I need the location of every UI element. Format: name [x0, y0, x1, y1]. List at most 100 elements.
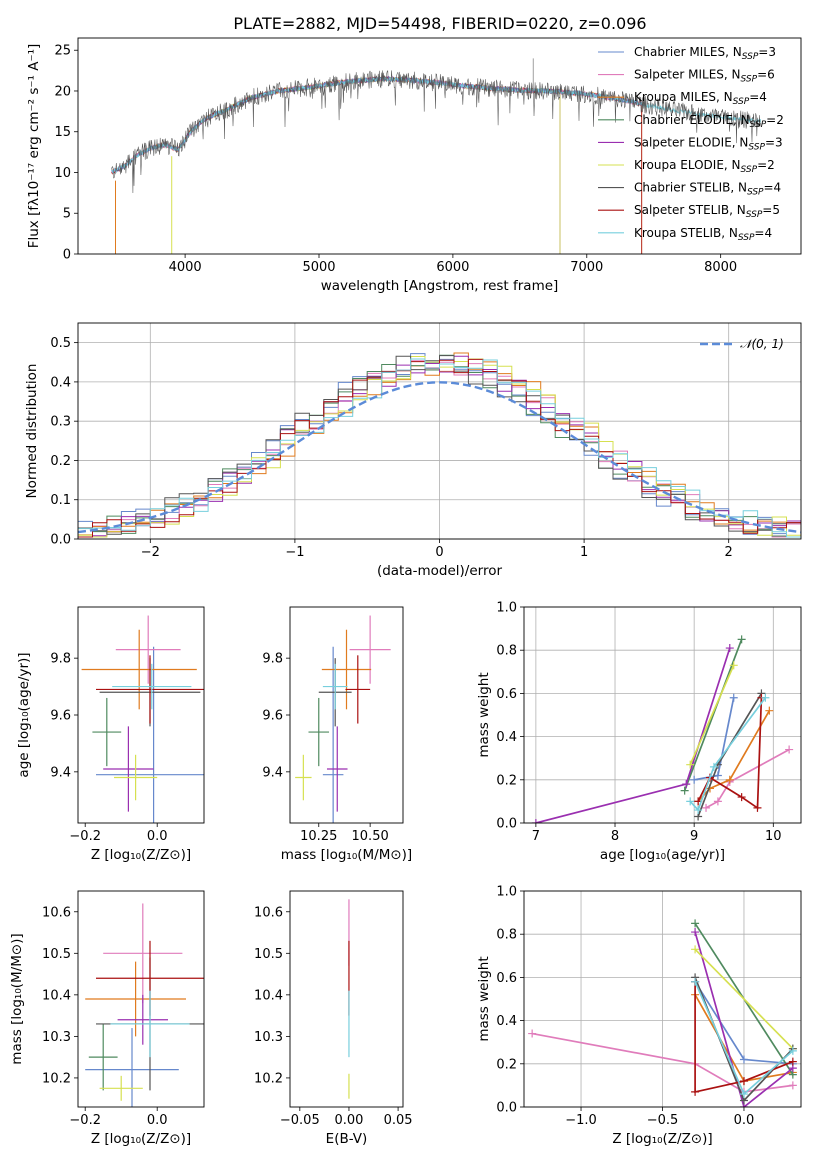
weight-marker: [725, 644, 734, 653]
y-tick-label: 0.4: [50, 375, 71, 390]
y-tick-label: 0.0: [496, 817, 517, 832]
spectrum-line: [111, 70, 761, 194]
x-axis-label: wavelength [Angstrom, rest frame]: [321, 278, 559, 294]
weight-marker: [739, 1077, 748, 1086]
spectrum-legend: Chabrier MILES, NSSP=3 Salpeter MILES, NS…: [598, 45, 784, 243]
y-tick-label: 10.5: [42, 947, 71, 962]
y-tick-label: 0.4: [496, 1014, 517, 1029]
y-tick-label: 0.5: [50, 336, 71, 351]
y-tick-label: 0.8: [496, 928, 517, 943]
weight-marker: [686, 797, 695, 806]
weight-line: [683, 639, 743, 791]
weight-line: [689, 664, 735, 766]
x-tick-label: 7000: [570, 260, 603, 275]
y-axis-label: mass weight: [476, 672, 492, 757]
y-tick-label: 10.2: [254, 1071, 283, 1086]
spectrum-line: [111, 75, 643, 254]
plot-area-age-vs-Z: [81, 615, 204, 823]
x-tick-label: −1.0: [565, 1113, 597, 1128]
y-tick-label: 10.3: [42, 1030, 71, 1045]
axes-frame: [77, 37, 802, 255]
axes-frame: [523, 606, 802, 824]
legend-label: Chabrier MILES, NSSP=3: [634, 45, 776, 62]
y-tick-label: 10: [54, 166, 71, 181]
x-tick-label: −0.2: [69, 829, 101, 844]
weight-marker: [702, 803, 711, 812]
x-tick-label: 0.00: [334, 1113, 363, 1128]
x-axis-label: Z [log₁₀(Z/Z⊙)]: [612, 1131, 712, 1147]
y-tick-label: 9.6: [262, 709, 283, 724]
x-tick-label: −0.05: [280, 1113, 320, 1128]
weight-marker: [788, 1081, 797, 1090]
x-tick-label: 8000: [704, 260, 737, 275]
y-tick-label: 1.0: [496, 885, 517, 900]
axes-residuals: −2 −1 0 1 2 0.0 0.1 0.2 0.3 0.4 0.5 (data-model)/er…: [24, 322, 802, 579]
x-tick-label: −0.5: [647, 1113, 679, 1128]
y-tick-label: 1.0: [496, 601, 517, 616]
axes-mass-vs-ebv: −0.05 0.00 0.05 10.2 10.3 10.4 10.5 10.6 E(B-V): [254, 890, 413, 1147]
y-tick-label: 0.2: [496, 773, 517, 788]
axes-frame: [77, 606, 205, 824]
y-tick-label: 0.0: [496, 1101, 517, 1116]
y-axis-label: mass weight: [476, 956, 492, 1041]
weight-marker: [713, 797, 722, 806]
weight-marker: [761, 693, 770, 702]
y-tick-label: 0.2: [50, 454, 71, 469]
y-tick-label: 0.2: [496, 1057, 517, 1072]
x-axis-label: E(B-V): [326, 1131, 368, 1147]
weight-marker: [691, 928, 700, 937]
plot-area-weight-vs-Z: [528, 919, 797, 1107]
x-axis-label: Z [log₁₀(Z/Z⊙)]: [91, 847, 191, 863]
legend-label: Kroupa ELODIE, NSSP=2: [634, 158, 775, 175]
legend-label: Chabrier STELIB, NSSP=4: [634, 181, 781, 198]
weight-marker: [691, 977, 700, 986]
weight-marker: [691, 919, 700, 928]
y-tick-label: 0.6: [496, 971, 517, 986]
x-tick-label: 2: [725, 545, 733, 560]
plots-layer: 4000 5000 6000 7000 80000510152025wavelength…: [9, 37, 802, 1147]
y-tick-label: 9.8: [262, 652, 283, 667]
y-tick-label: 20: [54, 84, 71, 99]
weight-marker: [788, 1046, 797, 1055]
y-tick-label: 15: [54, 125, 71, 140]
weight-marker: [682, 780, 691, 789]
weight-marker: [691, 945, 700, 954]
histogram-8: [78, 358, 801, 539]
weight-marker: [709, 762, 718, 771]
x-tick-label: 4000: [169, 260, 202, 275]
y-axis-label: age [log₁₀(age/yr)]: [16, 652, 32, 777]
axes-weight-vs-Z: −1.0 −0.5 0.0 0.0 0.2 0.4 0.6 0.8 1.0 Z [log₁₀(Z/…: [476, 885, 802, 1147]
x-tick-label: 6000: [436, 260, 469, 275]
weight-line: [689, 697, 767, 812]
x-tick-label: 0.0: [147, 829, 168, 844]
y-tick-label: 5: [63, 207, 71, 222]
weight-marker: [528, 1029, 537, 1038]
legend-label: Kroupa MILES, NSSP=4: [634, 90, 767, 107]
y-tick-label: 0.0: [50, 533, 71, 548]
weight-marker: [686, 760, 695, 769]
x-axis-label: mass [log₁₀(M/M⊙)]: [281, 847, 412, 863]
axes-age-vs-Z: −0.2 0.0 9.4 9.6 9.8 Z [log₁₀(Z/Z⊙)] age [log₁…: [16, 606, 205, 863]
weight-line: [694, 931, 794, 1107]
weight-marker: [753, 803, 762, 812]
weight-marker: [690, 775, 699, 784]
legend-label: Kroupa STELIB, NSSP=4: [634, 226, 772, 243]
y-tick-label: 0.4: [496, 730, 517, 745]
weight-marker: [739, 1090, 748, 1099]
histogram-6: [78, 355, 801, 539]
x-tick-label: −0.2: [69, 1113, 101, 1128]
x-tick-label: 0: [435, 545, 443, 560]
y-tick-label: 10.2: [42, 1071, 71, 1086]
x-tick-label: 0.0: [734, 1113, 755, 1128]
x-tick-label: 7: [532, 829, 540, 844]
weight-marker: [729, 661, 738, 670]
weight-marker: [788, 1057, 797, 1066]
x-tick-label: 9: [690, 829, 698, 844]
x-tick-label: 10.25: [300, 829, 337, 844]
plot-area-spectrum: [111, 58, 761, 254]
figure-title: PLATE=2882, MJD=54498, FIBERID=0220, z=0…: [233, 14, 646, 33]
weight-marker: [691, 1087, 700, 1096]
plot-area-mass-vs-Z: [85, 903, 204, 1107]
y-tick-label: 10.6: [42, 905, 71, 920]
